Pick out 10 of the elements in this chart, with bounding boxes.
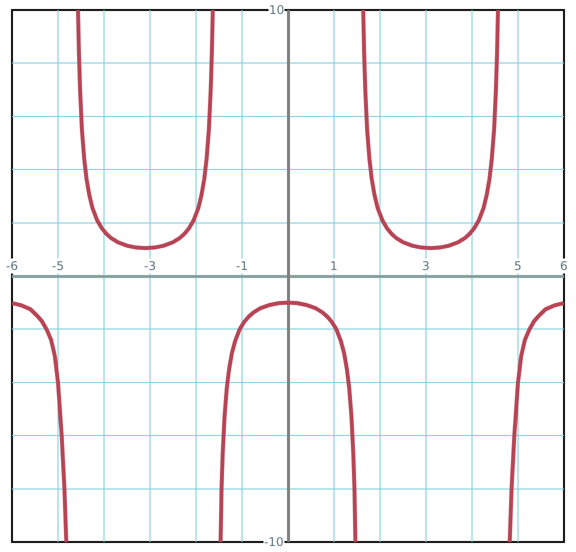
x-tick-label: 3	[422, 259, 430, 273]
y-tick-label: -10	[264, 535, 284, 549]
x-tick-label: 6	[560, 259, 568, 273]
x-tick-label: 5	[514, 259, 522, 273]
x-tick-label: 1	[330, 259, 338, 273]
x-tick-label: -6	[6, 259, 18, 273]
x-tick-label: -5	[52, 259, 64, 273]
x-tick-label: -3	[144, 259, 156, 273]
x-tick-label: -1	[236, 259, 248, 273]
y-tick-label: 10	[269, 3, 284, 17]
